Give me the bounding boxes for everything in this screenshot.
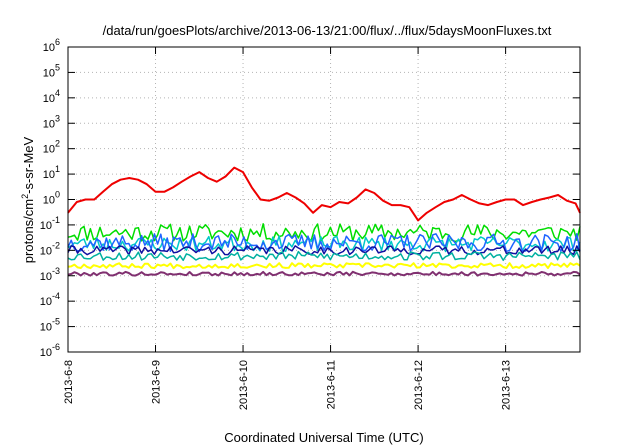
y-tick-label: 10-1 — [40, 215, 60, 232]
y-axis-label-pre: protons/cm — [21, 199, 36, 263]
series-line-2 — [67, 235, 581, 253]
y-tick-label: 105 — [43, 62, 60, 79]
x-tick-label: 2013-6-8 — [63, 360, 75, 404]
y-tick-label: 106 — [43, 37, 60, 54]
y-axis-label-sup: 2 — [20, 194, 30, 199]
y-axis-label: protons/cm2-s-sr-MeV — [20, 136, 36, 263]
y-tick-label: 104 — [43, 88, 60, 105]
series-line-7 — [67, 270, 581, 277]
x-tick-label: 2013-6-12 — [413, 360, 425, 410]
chart-title: /data/run/goesPlots/archive/2013-06-13/2… — [103, 23, 552, 38]
x-axis: 2013-6-8 2013-6-9 2013-6-10 2013-6-11 2013-6… — [63, 47, 513, 410]
y-tick-label: 101 — [43, 164, 60, 181]
y-axis: 10-6 10-5 10-4 10-3 10-2 10-1 100 101 102 103 104 1… — [40, 37, 580, 359]
x-axis-label: Coordinated Universal Time (UTC) — [224, 430, 423, 445]
x-tick-label: 2013-6-13 — [501, 360, 513, 410]
y-tick-label: 102 — [43, 139, 60, 156]
series-line-5 — [67, 250, 581, 262]
series-line-4 — [67, 245, 581, 256]
y-tick-label: 103 — [43, 113, 60, 130]
x-tick-label: 2013-6-9 — [151, 360, 163, 404]
y-axis-label-post: -s-sr-MeV — [21, 136, 36, 193]
x-tick-label: 2013-6-10 — [238, 360, 250, 410]
y-tick-label: 10-4 — [40, 291, 60, 308]
y-tick-label: 10-2 — [40, 240, 60, 257]
series-group — [67, 166, 581, 277]
y-tick-label: 10-3 — [40, 266, 60, 283]
y-tick-label: 100 — [43, 190, 60, 207]
series-line-3 — [67, 233, 581, 253]
y-tick-label: 10-6 — [40, 342, 60, 359]
series-line-1 — [67, 223, 581, 243]
series-line-0 — [67, 166, 581, 222]
series-line-6 — [67, 262, 581, 270]
y-tick-label: 10-5 — [40, 317, 60, 334]
x-tick-label: 2013-6-11 — [326, 360, 338, 409]
